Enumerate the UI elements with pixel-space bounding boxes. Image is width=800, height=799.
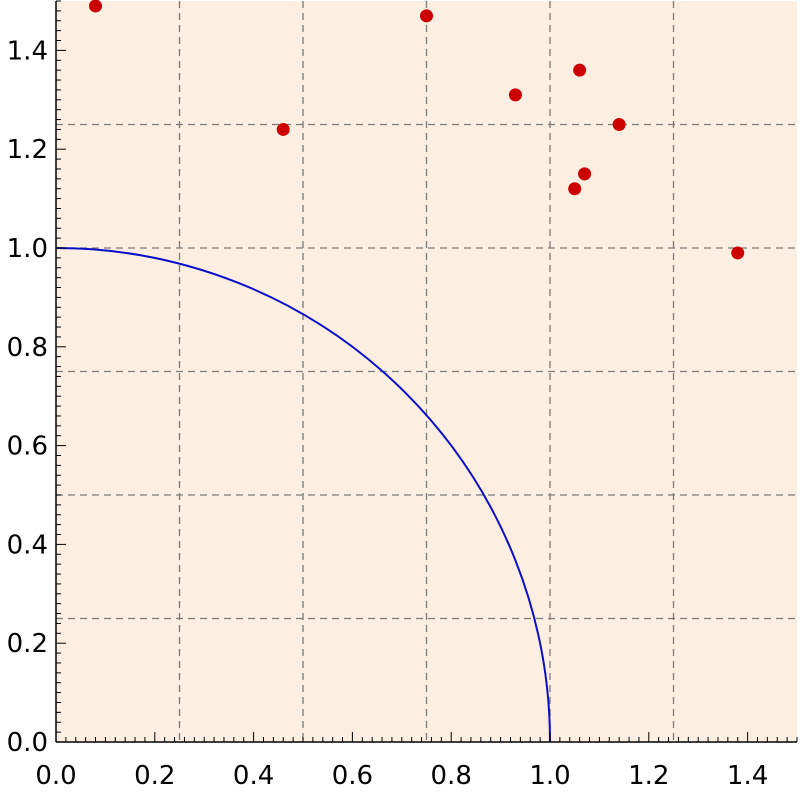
quarter-circle-curve: [55, 247, 551, 743]
scatter-point-7: [568, 182, 582, 196]
scatter-point-4: [573, 63, 587, 77]
x-tick-label: 0.8: [431, 761, 472, 791]
y-tick-label: 1.4: [7, 36, 48, 66]
y-tick-label: 0.2: [7, 629, 48, 659]
x-tick-label: 0.0: [35, 761, 76, 791]
y-tick-label: 0.8: [7, 333, 48, 363]
scatter-point-2: [420, 9, 433, 23]
scatter-point-6: [578, 167, 592, 181]
x-tick-label: 1.2: [628, 761, 669, 791]
x-tick-label: 0.4: [233, 761, 274, 791]
curve-layer: [55, 247, 551, 743]
points-layer: [89, 0, 745, 260]
x-tick-label: 1.4: [727, 761, 768, 791]
scatter-point-0: [89, 0, 103, 13]
axes: [55, 0, 798, 743]
scatter-point-8: [731, 246, 745, 260]
grid-lines: [56, 1, 797, 742]
x-tick-labels: 0.0 0.2 0.4 0.6 0.8 1.0 1.2 1.4: [35, 761, 768, 791]
y-tick-labels: 0.0 0.2 0.4 0.6 0.8 1.0 1.2 1.4: [7, 36, 48, 758]
x-tick-label: 0.2: [134, 761, 175, 791]
x-tick-label: 0.6: [332, 761, 373, 791]
scatter-point-1: [276, 122, 290, 136]
y-tick-label: 0.0: [7, 728, 48, 758]
scatter-point-5: [612, 118, 626, 131]
y-tick-label: 0.6: [7, 432, 48, 462]
y-tick-label: 0.4: [7, 530, 48, 560]
y-tick-label: 1.2: [7, 135, 48, 165]
y-tick-label: 1.0: [7, 234, 48, 264]
scatter-point-3: [508, 88, 522, 102]
x-tick-label: 1.0: [529, 761, 570, 791]
